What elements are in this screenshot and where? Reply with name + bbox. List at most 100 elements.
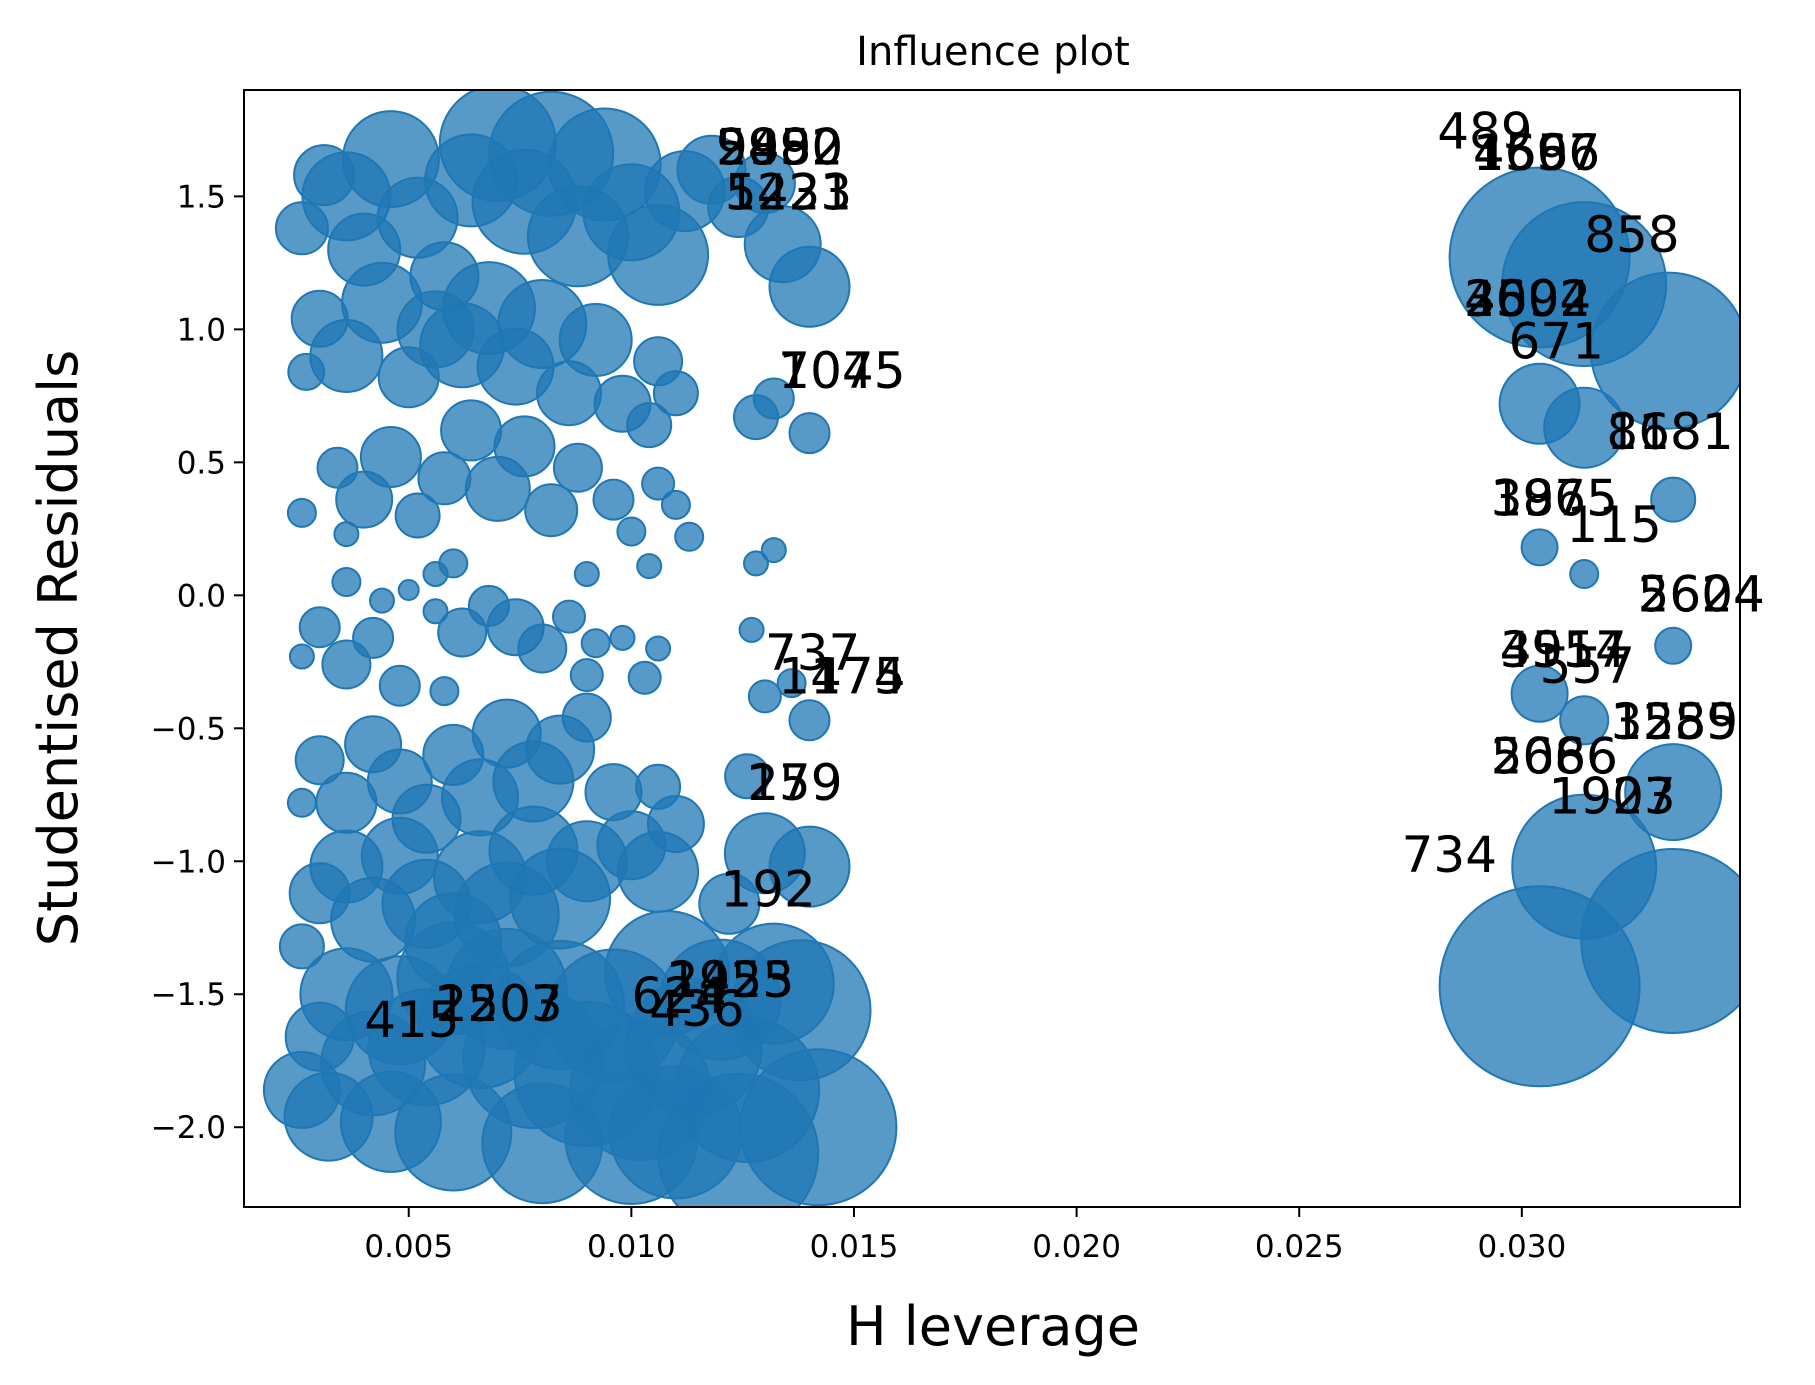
data-point bbox=[286, 497, 317, 528]
y-tick-label: 1.0 bbox=[177, 312, 226, 348]
x-tick-label: 0.010 bbox=[587, 1229, 676, 1265]
data-point bbox=[1580, 848, 1740, 1034]
data-point bbox=[788, 699, 831, 742]
data-point bbox=[378, 664, 421, 707]
data-point bbox=[660, 489, 691, 520]
data-point bbox=[641, 466, 676, 501]
data-point bbox=[1650, 476, 1697, 523]
y-tick-label: −2.0 bbox=[151, 1110, 226, 1146]
point-label: 1181 bbox=[1606, 403, 1733, 461]
data-point bbox=[626, 402, 673, 449]
point-label: 1875 bbox=[1491, 470, 1618, 528]
data-point bbox=[743, 550, 769, 577]
data-point bbox=[609, 624, 636, 651]
x-tick-label: 0.005 bbox=[364, 1229, 453, 1265]
point-label: 5666 bbox=[1491, 728, 1618, 786]
y-axis-ticks: 1.5 1.0 0.5 0.0 −0.5 −1.0 −1.5 −2.0 bbox=[151, 179, 244, 1146]
point-label: 868 bbox=[1606, 403, 1701, 461]
data-point bbox=[1520, 528, 1559, 567]
point-label: 2492 bbox=[716, 119, 843, 177]
data-point bbox=[636, 553, 663, 580]
point-label: 2086 bbox=[1491, 728, 1618, 786]
point-label: 624 bbox=[631, 967, 726, 1025]
point-label: 1507 bbox=[436, 975, 563, 1033]
data-point bbox=[698, 872, 761, 935]
data-point bbox=[652, 370, 699, 417]
data-point bbox=[394, 492, 441, 539]
data-point bbox=[616, 516, 647, 547]
point-label: 4597 bbox=[1473, 124, 1600, 182]
data-point bbox=[1569, 559, 1600, 589]
y-tick-label: 0.0 bbox=[177, 578, 226, 614]
data-point bbox=[747, 679, 782, 714]
point-label: 737 bbox=[765, 624, 860, 682]
data-point bbox=[517, 623, 568, 674]
data-point bbox=[561, 692, 612, 743]
point-label: 1927 bbox=[1549, 767, 1676, 825]
data-point bbox=[288, 643, 315, 670]
point-label: 4592 bbox=[1464, 270, 1591, 328]
data-point bbox=[333, 521, 360, 548]
point-label: 259 bbox=[747, 754, 842, 812]
data-point bbox=[617, 830, 700, 913]
data-point bbox=[294, 735, 345, 786]
data-point bbox=[524, 483, 579, 538]
point-label: 7075 bbox=[778, 342, 905, 400]
data-point bbox=[552, 599, 586, 634]
point-label: 1656 bbox=[1473, 124, 1600, 182]
point-label: 858 bbox=[1584, 206, 1679, 264]
point-label: 1667 bbox=[1473, 124, 1600, 182]
point-label: 489 bbox=[1437, 103, 1532, 161]
data-point bbox=[760, 537, 787, 564]
data-point bbox=[573, 561, 600, 587]
data-point bbox=[429, 676, 460, 707]
y-tick-label: 0.5 bbox=[177, 445, 226, 481]
y-axis-label: Studentised Residuals bbox=[27, 350, 90, 947]
point-label: 2203 bbox=[436, 975, 563, 1033]
data-point bbox=[331, 567, 362, 597]
data-point bbox=[1510, 664, 1569, 723]
data-point bbox=[752, 377, 795, 420]
point-label: 5423 bbox=[725, 164, 852, 222]
x-tick-label: 0.030 bbox=[1477, 1229, 1566, 1265]
point-label: 1045 bbox=[778, 342, 905, 400]
point-label: 2423 bbox=[667, 951, 794, 1009]
point-label: 1475 bbox=[778, 648, 905, 706]
point-label: 3285 bbox=[1611, 693, 1738, 751]
data-point bbox=[278, 923, 325, 970]
y-tick-label: 1.5 bbox=[177, 179, 226, 215]
point-label: 179 bbox=[747, 754, 842, 812]
data-point bbox=[1559, 695, 1610, 746]
point-label: 557 bbox=[1540, 637, 1635, 695]
data-point bbox=[627, 660, 662, 695]
point-label: 1559 bbox=[1611, 693, 1738, 751]
data-point bbox=[1654, 626, 1693, 665]
data-point bbox=[422, 598, 449, 625]
data-point bbox=[440, 399, 503, 462]
data-point bbox=[674, 521, 705, 552]
data-point bbox=[397, 579, 420, 601]
data-point bbox=[738, 616, 765, 643]
data-point bbox=[359, 426, 422, 488]
data-point bbox=[493, 415, 556, 478]
point-label: 5604 bbox=[1638, 565, 1765, 623]
point-label: 1903 bbox=[1549, 767, 1676, 825]
point-label: 3965 bbox=[1491, 470, 1618, 528]
x-tick-label: 0.015 bbox=[810, 1229, 899, 1265]
x-tick-label: 0.020 bbox=[1032, 1229, 1121, 1265]
data-point bbox=[558, 303, 633, 377]
data-point bbox=[564, 1070, 699, 1205]
point-label: 1955 bbox=[667, 951, 794, 1009]
data-point bbox=[768, 825, 851, 908]
point-label: 5882 bbox=[716, 119, 843, 177]
point-label: 115 bbox=[1566, 496, 1661, 554]
data-point bbox=[438, 548, 469, 579]
data-point bbox=[580, 628, 611, 659]
point-label: 3557 bbox=[1500, 621, 1627, 679]
point-label: 4914 bbox=[1500, 621, 1627, 679]
data-point bbox=[768, 245, 851, 328]
point-label: 671 bbox=[1509, 313, 1604, 371]
data-point bbox=[298, 606, 341, 649]
